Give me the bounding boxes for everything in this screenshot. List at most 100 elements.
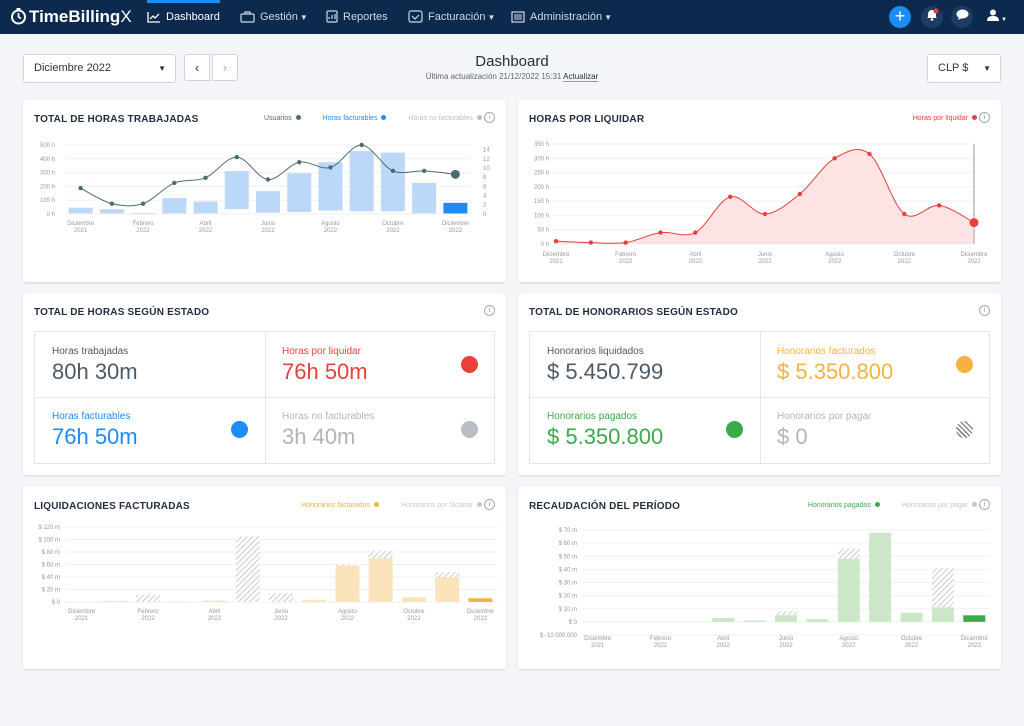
bar-facturado [302, 600, 327, 602]
legend-honorarios-facturados[interactable]: Honorarios facturados [291, 502, 380, 509]
x-tick-label: 2022 [717, 643, 731, 649]
chat-button[interactable] [951, 6, 973, 28]
legend-horas-no-facturables[interactable]: Horas no facturables [398, 115, 482, 122]
legend-honorarios-por-pagar[interactable]: Honorarios por pagar [892, 502, 977, 509]
last-update: Última actualización 21/12/2022 15:31 Ac… [425, 72, 599, 82]
stat-honorarios-facturados: Honorarios facturados $ 5.350.800 [760, 332, 990, 398]
bar-pagado [900, 612, 923, 622]
y-tick-label: 500 h [40, 143, 55, 149]
info-icon[interactable]: i [979, 305, 990, 316]
legend-honorarios-por-facturar[interactable]: Honorarios por facturar [391, 502, 482, 509]
bar-por-pagar [837, 548, 860, 559]
nav-dashboard[interactable]: Dashboard [147, 0, 220, 34]
card-honorarios-segun-estado: TOTAL DE HONORARIOS SEGÚN ESTADO i Honor… [518, 293, 1001, 475]
legend-horas-por-liquidar[interactable]: Horas por liquidar [903, 115, 977, 122]
bar-por-facturar [102, 600, 127, 602]
legend-honorarios-pagados[interactable]: Honorarios pagados [798, 502, 880, 509]
liquidar-chart: 0 h 50 h 100 h 150 h 200 h 250 h 300 h 350 h Dic… [534, 142, 988, 265]
y-tick-label: 400 h [40, 157, 55, 163]
info-icon[interactable]: i [979, 499, 990, 510]
y-tick-label: 200 h [40, 184, 55, 190]
striped-indicator-icon [956, 421, 973, 438]
y-tick-label: 250 h [534, 171, 549, 177]
bar-facturable [224, 171, 249, 210]
liquidar-point [936, 203, 942, 208]
nav-gestion[interactable]: Gestión ▼ [240, 0, 308, 34]
x-tick-label: Diciembre [542, 252, 570, 258]
y2-tick-label: 0 [483, 212, 487, 218]
invoice-icon [408, 10, 423, 23]
currency-select[interactable]: CLP $ ▼ [927, 54, 1001, 83]
x-tick-label: 2022 [968, 643, 982, 649]
x-tick-label: 2021 [549, 259, 563, 265]
brand-logo[interactable]: TimeBillingX [10, 7, 132, 27]
bar-facturable [256, 191, 280, 213]
chevron-down-icon: ▼ [158, 64, 166, 73]
liquidar-point [797, 191, 803, 197]
nav-administracion[interactable]: Administración ▼ [511, 0, 612, 34]
legend-usuarios[interactable]: Usuarios [254, 115, 301, 122]
bar-pagado [712, 617, 735, 622]
usuarios-point [140, 201, 146, 206]
liquidar-point [588, 240, 594, 245]
bar-por-facturar [335, 564, 360, 566]
refresh-link[interactable]: Actualizar [563, 72, 599, 82]
y-tick-label: $ 40 m [42, 575, 60, 581]
x-tick-label: 2022 [828, 259, 842, 265]
bar-por-pagar [931, 568, 954, 608]
orange-indicator-icon [956, 356, 973, 373]
nav-facturacion[interactable]: Facturación ▼ [408, 0, 495, 34]
x-tick-label: Abril [200, 221, 212, 227]
y-tick-label: $ 120 m [38, 525, 60, 531]
x-tick-label: 2022 [779, 643, 793, 649]
add-button[interactable]: + [889, 6, 911, 28]
bar-facturable [68, 207, 93, 214]
liquidar-point [693, 230, 698, 235]
liquidar-point [867, 151, 872, 157]
user-menu[interactable]: ▼ [983, 6, 1011, 28]
x-tick-label: 2022 [261, 228, 275, 234]
info-icon[interactable]: i [484, 305, 495, 316]
chart-line-icon [147, 12, 160, 23]
y-tick-label: $ 60 m [42, 563, 60, 569]
info-icon[interactable]: i [484, 112, 495, 123]
x-tick-label: Agosto [825, 252, 844, 258]
notifications-button[interactable] [921, 6, 943, 28]
usuarios-point [234, 154, 239, 160]
chart-legend: Horas por liquidar [893, 115, 977, 122]
y-tick-label: $ 100 m [38, 538, 60, 544]
hours-chart: 0 h 100 h 200 h 300 h 400 h 500 h 0 2 4 6 8 10 12 14 D… [40, 142, 490, 234]
bar-facturable [287, 173, 312, 212]
y2-tick-label: 10 [483, 166, 490, 172]
x-tick-label: 2022 [967, 259, 981, 265]
y-tick-label: 50 h [537, 228, 549, 234]
x-tick-label: Diciembre [68, 609, 96, 615]
nav-reportes[interactable]: Reportes [326, 0, 388, 34]
previous-period-button[interactable]: ‹ [184, 54, 210, 81]
info-icon[interactable]: i [979, 112, 990, 123]
period-select[interactable]: Diciembre 2022 ▼ [23, 54, 176, 83]
y-tick-label: 150 h [534, 199, 549, 205]
bar-facturado [401, 597, 426, 602]
stats-grid: Horas trabajadas 80h 30m Horas por liquid… [34, 331, 495, 464]
legend-horas-facturables[interactable]: Horas facturables [313, 115, 387, 122]
info-icon[interactable]: i [484, 499, 495, 510]
y2-tick-label: 8 [483, 175, 487, 181]
x-tick-label: Junio [274, 609, 289, 615]
y2-tick-label: 14 [483, 148, 490, 154]
card-title: LIQUIDACIONES FACTURADAS [34, 501, 190, 512]
card-horas-segun-estado: TOTAL DE HORAS SEGÚN ESTADO i Horas trab… [23, 293, 506, 475]
bar-pagado [837, 558, 860, 622]
bar-facturable [380, 152, 405, 212]
user-icon [987, 9, 1000, 21]
next-period-button[interactable]: › [212, 54, 238, 81]
bar-facturado [435, 577, 460, 602]
usuarios-point [421, 168, 427, 174]
stat-honorarios-pagados: Honorarios pagados $ 5.350.800 [530, 397, 760, 463]
bar-facturable [318, 162, 343, 211]
x-tick-label: 2022 [136, 228, 150, 234]
x-tick-label: 2022 [386, 228, 400, 234]
x-tick-label: 2021 [75, 616, 89, 622]
stat-horas-trabajadas: Horas trabajadas 80h 30m [52, 346, 138, 384]
x-tick-label: 2022 [341, 616, 355, 622]
